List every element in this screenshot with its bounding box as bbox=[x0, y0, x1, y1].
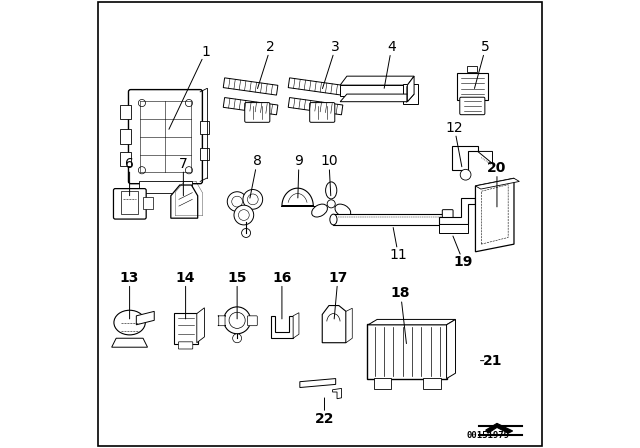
Circle shape bbox=[227, 192, 247, 211]
FancyBboxPatch shape bbox=[310, 103, 335, 122]
Text: 9: 9 bbox=[294, 154, 303, 168]
Polygon shape bbox=[171, 185, 198, 218]
FancyBboxPatch shape bbox=[460, 97, 485, 115]
Polygon shape bbox=[223, 78, 278, 95]
Polygon shape bbox=[340, 85, 408, 96]
Polygon shape bbox=[136, 311, 154, 325]
Text: 21: 21 bbox=[483, 353, 502, 368]
FancyBboxPatch shape bbox=[140, 181, 191, 193]
Text: 2: 2 bbox=[266, 40, 275, 54]
Polygon shape bbox=[333, 388, 342, 399]
Polygon shape bbox=[111, 338, 147, 347]
FancyBboxPatch shape bbox=[143, 197, 154, 209]
Text: 13: 13 bbox=[120, 271, 140, 285]
Text: 17: 17 bbox=[328, 271, 348, 285]
Circle shape bbox=[248, 194, 258, 205]
Text: 14: 14 bbox=[176, 271, 195, 285]
Ellipse shape bbox=[326, 182, 337, 199]
Text: 3: 3 bbox=[332, 40, 340, 54]
Polygon shape bbox=[368, 319, 456, 325]
Polygon shape bbox=[300, 379, 335, 388]
Polygon shape bbox=[333, 214, 445, 225]
FancyBboxPatch shape bbox=[129, 90, 202, 184]
Text: 8: 8 bbox=[253, 154, 262, 168]
Text: 16: 16 bbox=[272, 271, 292, 285]
Polygon shape bbox=[408, 76, 414, 102]
FancyBboxPatch shape bbox=[367, 324, 447, 379]
Ellipse shape bbox=[312, 204, 328, 217]
Text: 19: 19 bbox=[454, 255, 473, 269]
Polygon shape bbox=[346, 308, 352, 343]
FancyBboxPatch shape bbox=[120, 105, 131, 119]
FancyBboxPatch shape bbox=[467, 66, 477, 72]
FancyBboxPatch shape bbox=[442, 210, 453, 229]
Circle shape bbox=[460, 169, 471, 180]
Text: 11: 11 bbox=[390, 248, 407, 263]
Polygon shape bbox=[476, 178, 514, 252]
FancyBboxPatch shape bbox=[179, 342, 193, 349]
FancyBboxPatch shape bbox=[374, 378, 391, 389]
Circle shape bbox=[229, 312, 245, 328]
Text: 1: 1 bbox=[202, 44, 210, 59]
FancyBboxPatch shape bbox=[113, 189, 146, 219]
FancyBboxPatch shape bbox=[121, 191, 138, 214]
Text: 6: 6 bbox=[125, 156, 134, 171]
Text: 4: 4 bbox=[387, 40, 396, 54]
FancyBboxPatch shape bbox=[244, 103, 270, 122]
Circle shape bbox=[239, 210, 249, 220]
Circle shape bbox=[138, 99, 145, 107]
Polygon shape bbox=[282, 188, 314, 206]
Polygon shape bbox=[196, 308, 204, 343]
Circle shape bbox=[327, 200, 335, 208]
Polygon shape bbox=[476, 178, 520, 189]
Circle shape bbox=[224, 307, 250, 334]
Circle shape bbox=[186, 167, 193, 174]
FancyBboxPatch shape bbox=[173, 313, 198, 344]
Polygon shape bbox=[288, 98, 343, 115]
Circle shape bbox=[242, 228, 250, 237]
Ellipse shape bbox=[335, 204, 351, 217]
FancyBboxPatch shape bbox=[424, 378, 440, 389]
FancyBboxPatch shape bbox=[248, 316, 257, 326]
FancyBboxPatch shape bbox=[200, 121, 209, 134]
Ellipse shape bbox=[114, 310, 145, 335]
Text: 18: 18 bbox=[391, 286, 410, 301]
Circle shape bbox=[233, 334, 241, 343]
Circle shape bbox=[186, 99, 193, 107]
Circle shape bbox=[232, 196, 243, 207]
FancyBboxPatch shape bbox=[200, 148, 209, 160]
Text: 10: 10 bbox=[320, 154, 338, 168]
FancyBboxPatch shape bbox=[457, 73, 488, 100]
Polygon shape bbox=[486, 423, 513, 433]
Circle shape bbox=[138, 167, 145, 174]
FancyBboxPatch shape bbox=[403, 84, 418, 104]
Polygon shape bbox=[271, 316, 293, 338]
Polygon shape bbox=[340, 94, 414, 102]
Text: 20: 20 bbox=[487, 161, 507, 175]
FancyBboxPatch shape bbox=[120, 152, 131, 166]
Polygon shape bbox=[447, 319, 456, 379]
Polygon shape bbox=[323, 306, 346, 343]
Text: 22: 22 bbox=[315, 412, 334, 426]
Polygon shape bbox=[288, 78, 343, 95]
Polygon shape bbox=[439, 198, 475, 224]
FancyBboxPatch shape bbox=[120, 129, 131, 144]
Text: 15: 15 bbox=[227, 271, 247, 285]
Circle shape bbox=[243, 190, 262, 209]
Ellipse shape bbox=[330, 214, 337, 225]
Polygon shape bbox=[452, 146, 477, 170]
Circle shape bbox=[234, 205, 253, 225]
Polygon shape bbox=[293, 313, 299, 338]
Text: 12: 12 bbox=[445, 121, 463, 135]
Polygon shape bbox=[223, 98, 278, 115]
Polygon shape bbox=[340, 76, 414, 85]
FancyBboxPatch shape bbox=[218, 316, 226, 326]
Text: 7: 7 bbox=[179, 156, 188, 171]
Polygon shape bbox=[477, 151, 493, 164]
Polygon shape bbox=[439, 224, 468, 233]
Text: 00151979: 00151979 bbox=[467, 431, 509, 440]
Text: 5: 5 bbox=[481, 40, 490, 54]
